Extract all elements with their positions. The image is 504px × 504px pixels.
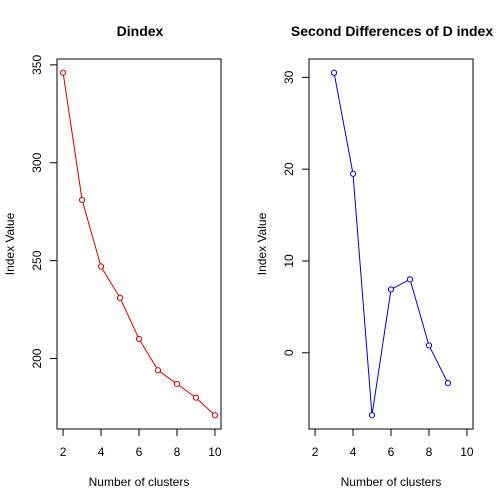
dindex-x-axis: 2 4 6 8 10 xyxy=(60,428,222,459)
dindex-data-point xyxy=(116,294,124,301)
dindex-data-point xyxy=(135,335,143,343)
dindex-panel: Dindex 2 4 6 8 10 200 250 300 350 Number of clu… xyxy=(3,23,222,489)
dindex-series xyxy=(59,69,219,419)
second-diff-data-point xyxy=(444,379,452,387)
dindex-data-point xyxy=(173,380,181,388)
dindex-x-tick-label: 6 xyxy=(136,445,143,459)
dindex-title: Dindex xyxy=(117,23,164,39)
dindex-y-tick-label: 250 xyxy=(30,250,44,270)
second-diff-data-point xyxy=(406,276,414,283)
second-diff-y-axis-label: Index Value xyxy=(255,212,269,275)
dindex-y-axis: 200 250 300 350 xyxy=(30,55,58,369)
dindex-data-point xyxy=(154,367,162,374)
second-diff-series-line xyxy=(333,72,449,416)
second-diff-x-tick-label: 4 xyxy=(350,445,357,459)
second-diff-y-tick-label: 30 xyxy=(282,70,296,84)
second-diff-data-point xyxy=(387,286,395,293)
dindex-data-point xyxy=(192,394,200,401)
dindex-y-axis-label: Index Value xyxy=(3,212,17,275)
second-diff-x-axis-label: Number of clusters xyxy=(341,475,442,489)
second-diff-data-point xyxy=(425,342,433,349)
second-diff-panel: Second Differences of D index 2 4 6 8 10 0 10… xyxy=(255,23,493,489)
dindex-y-tick-label: 350 xyxy=(30,55,44,75)
dindex-x-tick-label: 8 xyxy=(174,445,181,459)
second-diff-y-tick-label: 20 xyxy=(282,162,296,176)
second-diff-y-axis: 0 10 20 30 xyxy=(282,70,310,356)
dindex-x-axis-label: Number of clusters xyxy=(89,475,190,489)
second-diff-x-axis: 2 4 6 8 10 xyxy=(312,428,474,459)
second-diff-title: Second Differences of D index xyxy=(291,23,493,39)
dindex-plot-box xyxy=(56,58,222,430)
second-diff-x-tick-label: 2 xyxy=(312,445,319,459)
dindex-data-point xyxy=(59,69,67,76)
second-diff-x-tick-label: 10 xyxy=(460,445,474,459)
dindex-x-tick-label: 2 xyxy=(60,445,67,459)
dindex-data-point xyxy=(97,263,105,270)
dindex-y-tick-label: 300 xyxy=(30,152,44,172)
second-diff-y-tick-label: 0 xyxy=(282,349,296,356)
dindex-series-line xyxy=(62,72,216,416)
second-diff-x-tick-label: 8 xyxy=(426,445,433,459)
second-diff-data-point xyxy=(330,69,338,76)
second-diff-x-tick-label: 6 xyxy=(388,445,395,459)
second-diff-plot-box xyxy=(308,58,474,430)
second-diff-data-point xyxy=(368,412,376,419)
dindex-x-tick-label: 10 xyxy=(208,445,222,459)
dindex-y-tick-label: 200 xyxy=(30,348,44,368)
dindex-x-tick-label: 4 xyxy=(98,445,105,459)
second-diff-data-point xyxy=(349,170,357,177)
second-diff-series xyxy=(330,69,452,419)
dindex-data-point xyxy=(211,412,219,419)
dindex-data-point xyxy=(78,196,86,204)
second-diff-y-tick-label: 10 xyxy=(282,254,296,268)
